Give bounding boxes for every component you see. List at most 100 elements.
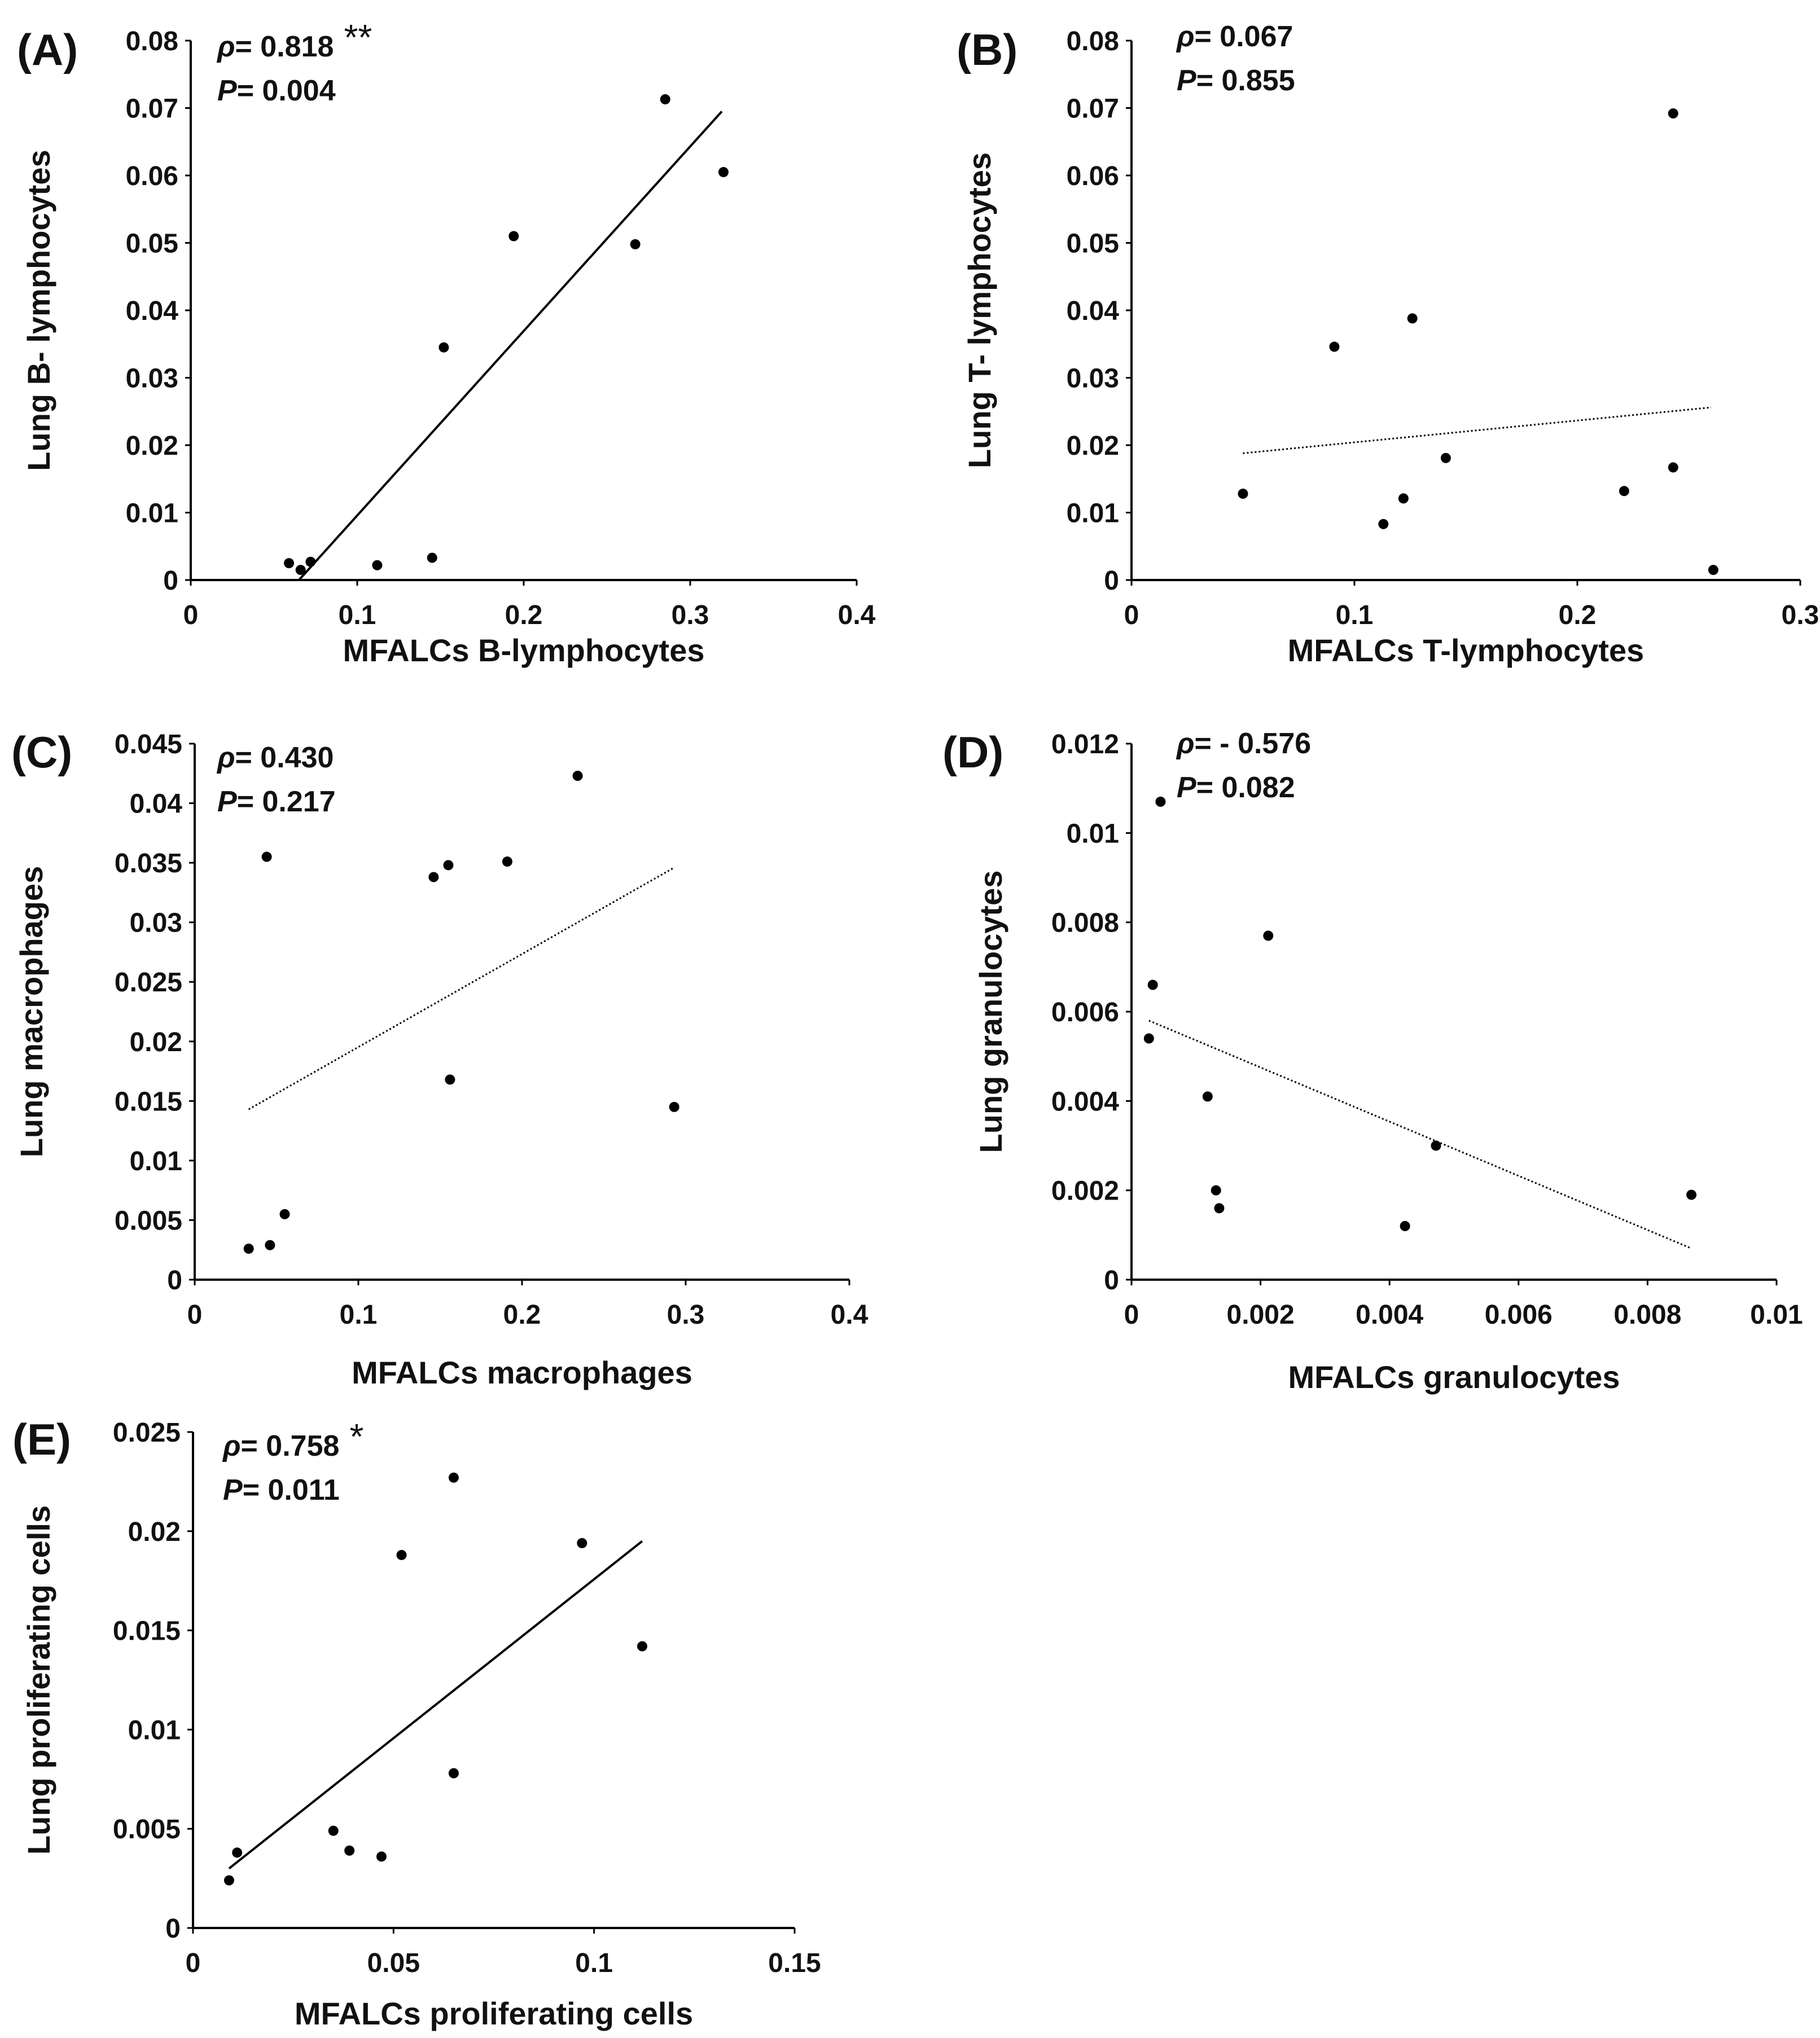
- data-point: [427, 552, 437, 563]
- p-annotation: P= 0.855: [1177, 64, 1295, 97]
- panel-label: (A): [17, 25, 78, 74]
- data-point: [372, 560, 383, 570]
- data-point: [443, 860, 454, 871]
- y-tick-label: 0.06: [126, 161, 178, 191]
- y-tick-label: 0.07: [126, 94, 178, 124]
- y-tick-label: 0.08: [1067, 27, 1119, 56]
- p-value: = 0.855: [1196, 64, 1295, 97]
- x-axis-title: MFALCs macrophages: [352, 1355, 692, 1390]
- data-point: [718, 167, 729, 178]
- y-tick-label: 0.02: [126, 431, 178, 461]
- y-tick-label: 0.005: [115, 1206, 182, 1236]
- y-axis-title: Lung macrophages: [14, 866, 49, 1158]
- data-point: [630, 239, 641, 249]
- data-point: [1668, 462, 1678, 473]
- p-value: = 0.011: [243, 1474, 340, 1506]
- p-symbol: P: [223, 1474, 243, 1506]
- p-annotation: P= 0.011: [223, 1474, 340, 1506]
- p-symbol: P: [1177, 771, 1196, 804]
- data-point: [1686, 1189, 1697, 1200]
- x-tick-label: 0: [187, 1300, 203, 1330]
- x-axis-title: MFALCs granulocytes: [1288, 1359, 1620, 1395]
- data-point: [279, 1209, 290, 1219]
- panel-label: (C): [11, 727, 72, 777]
- x-tick-label: 0.1: [340, 1300, 378, 1330]
- panel-label: (B): [957, 25, 1018, 74]
- data-point: [1708, 565, 1718, 576]
- rho-symbol: ρ: [216, 741, 235, 774]
- data-point: [223, 1875, 234, 1886]
- x-tick-label: 0.2: [505, 600, 543, 630]
- rho-annotation: ρ= - 0.576: [1176, 727, 1311, 760]
- data-point: [295, 565, 306, 576]
- data-point: [1214, 1203, 1225, 1214]
- data-point: [502, 857, 512, 867]
- p-symbol: P: [217, 785, 237, 818]
- rho-value: = 0.818: [235, 30, 334, 63]
- data-point: [448, 1472, 459, 1483]
- p-symbol: P: [217, 74, 237, 107]
- rho-symbol: ρ: [222, 1430, 240, 1462]
- data-point: [669, 1101, 679, 1112]
- y-tick-label: 0.012: [1051, 730, 1119, 759]
- x-tick-label: 0: [1124, 1300, 1139, 1330]
- x-tick-label: 0.002: [1227, 1300, 1295, 1330]
- y-tick-label: 0.01: [1067, 819, 1119, 849]
- panel-label: (E): [12, 1415, 71, 1464]
- rho-value: = 0.758: [240, 1430, 339, 1462]
- y-tick-label: 0.07: [1067, 94, 1119, 124]
- y-tick-label: 0: [163, 566, 178, 596]
- x-tick-label: 0: [1124, 600, 1139, 630]
- rho-symbol: ρ: [1176, 727, 1194, 760]
- data-point: [1155, 796, 1166, 807]
- data-point: [261, 851, 272, 862]
- y-tick-label: 0.006: [1051, 998, 1119, 1027]
- y-tick-label: 0.045: [115, 730, 182, 759]
- data-point: [1668, 108, 1678, 119]
- trendline: [1148, 1020, 1692, 1249]
- trendline: [228, 1540, 643, 1870]
- data-point: [1407, 313, 1418, 324]
- x-tick-label: 0.2: [1559, 600, 1597, 630]
- data-point: [572, 771, 583, 781]
- rho-symbol: ρ: [216, 30, 235, 63]
- data-point: [1329, 341, 1340, 352]
- x-tick-label: 0: [186, 1948, 201, 1978]
- y-tick-label: 0.005: [113, 1815, 181, 1844]
- x-tick-label: 0.3: [667, 1300, 705, 1330]
- x-axis-title: MFALCs T-lymphocytes: [1288, 633, 1644, 668]
- data-point: [1398, 493, 1409, 504]
- x-tick-label: 0.4: [831, 1300, 869, 1330]
- data-point: [448, 1768, 459, 1778]
- y-axis-title: Lung proliferating cells: [21, 1505, 56, 1855]
- x-tick-label: 0.3: [672, 600, 709, 630]
- y-tick-label: 0.02: [1067, 431, 1119, 461]
- x-axis-title: MFALCs B-lymphocytes: [343, 633, 705, 668]
- x-tick-label: 0.1: [339, 600, 376, 630]
- panel-e: 0 0.005 0.01 0.015 0.02 0.025 0 0.05 0.1 0.15 MFAL…: [12, 1415, 821, 2031]
- panel-d: 0 0.002 0.004 0.006 0.008 0.01 0.012 0 0.002 0.00…: [942, 727, 1803, 1395]
- x-tick-label: 0.008: [1613, 1300, 1681, 1330]
- trendline: [298, 111, 723, 581]
- y-tick-label: 0.02: [128, 1517, 181, 1547]
- rho-annotation: ρ= 0.758 *: [222, 1416, 363, 1462]
- data-point: [428, 872, 439, 882]
- y-tick-label: 0: [167, 1266, 182, 1295]
- x-tick-label: 0.1: [575, 1948, 613, 1978]
- x-tick-label: 0.15: [768, 1948, 821, 1978]
- y-tick-label: 0.03: [126, 364, 178, 394]
- data-point: [344, 1845, 355, 1856]
- x-tick-label: 0.2: [503, 1300, 541, 1330]
- data-point: [660, 94, 670, 104]
- data-point: [243, 1244, 254, 1254]
- y-tick-label: 0.025: [113, 1418, 181, 1448]
- y-tick-label: 0.035: [115, 849, 182, 879]
- data-point: [1238, 489, 1248, 499]
- trendline: [1243, 406, 1712, 454]
- data-point: [1263, 930, 1274, 941]
- p-value: = 0.217: [237, 785, 336, 818]
- data-point: [1211, 1185, 1221, 1196]
- x-tick-label: 0.4: [838, 600, 876, 630]
- data-point: [1400, 1221, 1410, 1231]
